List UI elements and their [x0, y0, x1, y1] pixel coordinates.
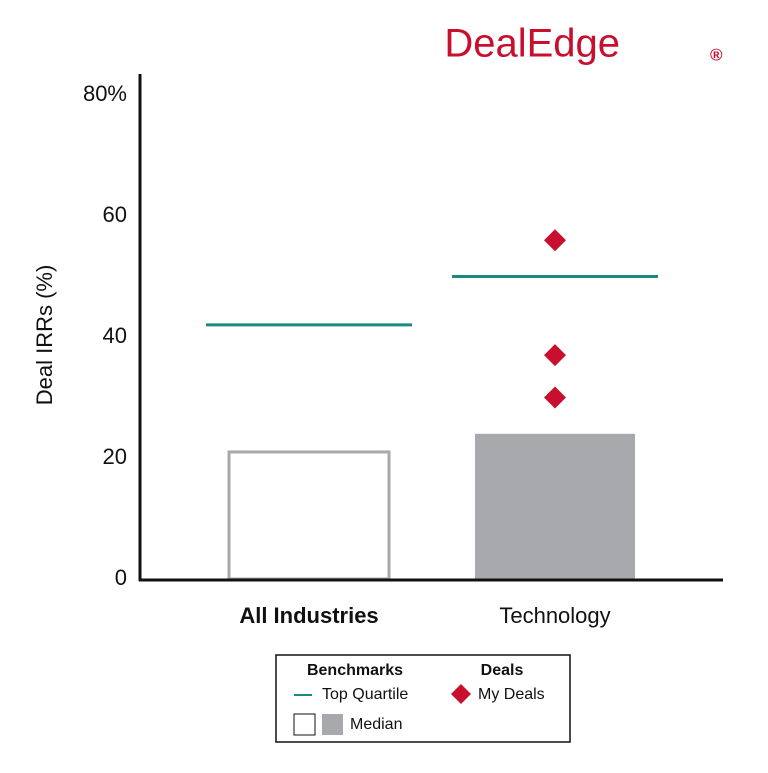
x-tick-label: All Industries [239, 603, 378, 628]
y-tick-label: 0 [115, 565, 127, 590]
logo: DealEdge [444, 22, 620, 66]
plot [206, 229, 658, 581]
y-tick-label: 40 [103, 323, 127, 348]
deal-marker [544, 229, 566, 252]
legend-label: Median [350, 716, 402, 733]
median-bar [227, 450, 391, 581]
y-tick-label: 60 [103, 202, 127, 227]
legend-swatch [293, 713, 316, 736]
legend-group-title: Benchmarks [307, 662, 403, 679]
x-tick-label: Technology [499, 603, 610, 628]
legend-group-title: Deals [481, 662, 524, 679]
deal-marker [544, 344, 566, 367]
logo-mark: ® [710, 45, 723, 64]
median-bar [475, 433, 635, 579]
deal-marker [544, 386, 566, 409]
legend-label: Top Quartile [322, 686, 408, 703]
legend-swatch [451, 684, 471, 704]
y-tick-label: 20 [103, 444, 127, 469]
y-tick-label: 80% [83, 81, 127, 106]
legend-label: My Deals [478, 686, 545, 703]
y-axis-label: Deal IRRs (%) [32, 265, 57, 406]
legend-swatch [322, 714, 343, 735]
